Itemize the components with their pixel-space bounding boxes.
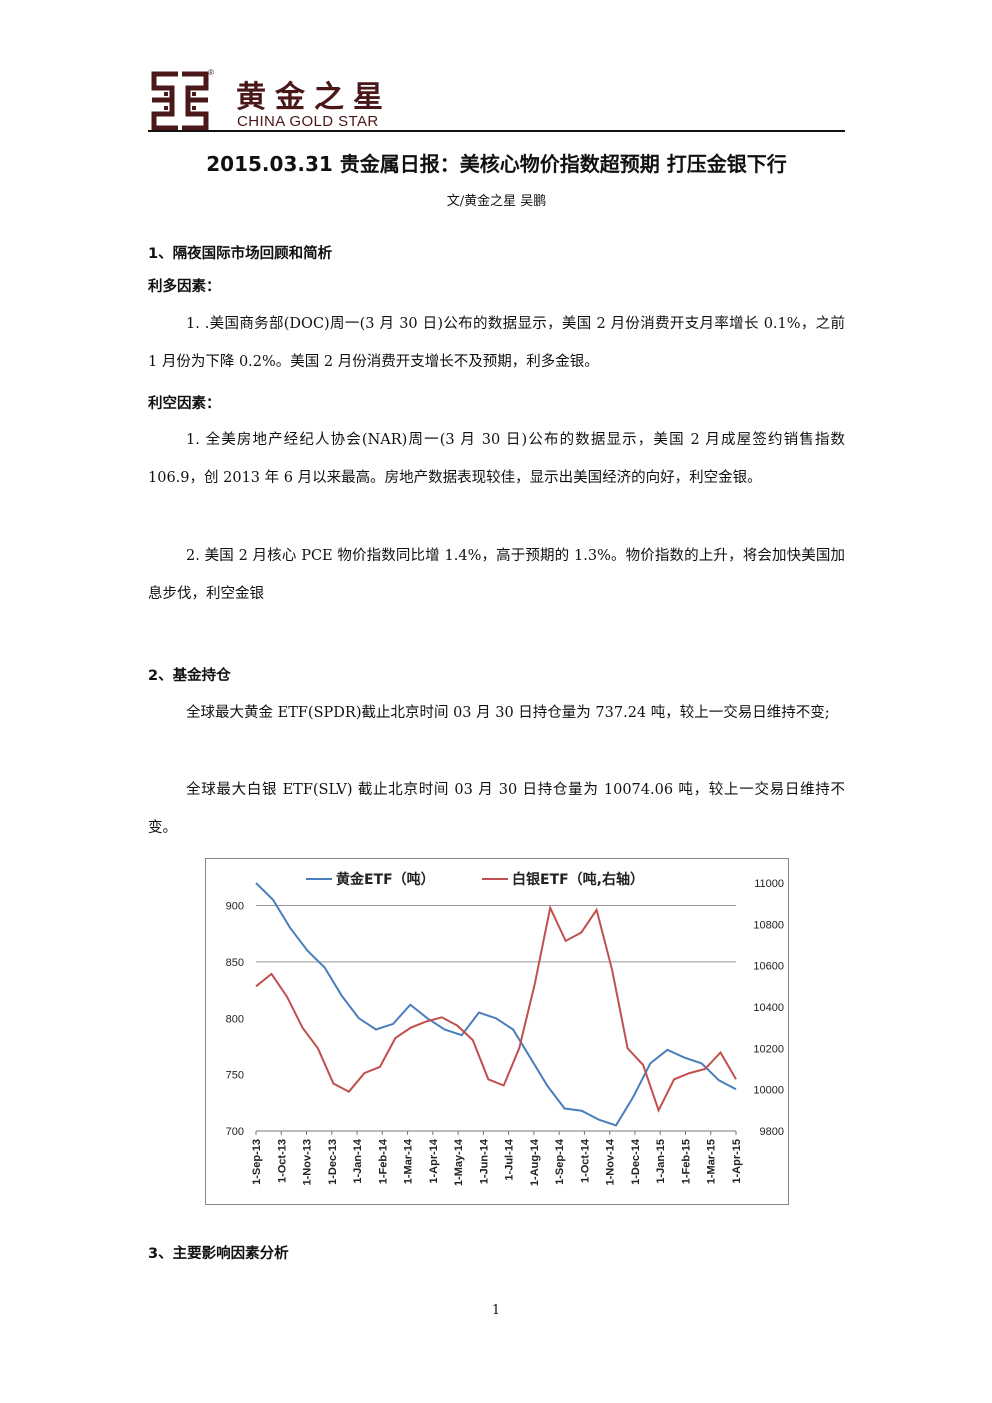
- x-axis-tick-label: 1-Mar-15: [706, 1139, 718, 1184]
- x-axis-tick-label: 1-Dec-13: [327, 1139, 339, 1185]
- x-axis-tick-label: 1-Mar-14: [403, 1138, 415, 1184]
- series-line-0: [255, 882, 737, 1127]
- brand-name-en: CHINA GOLD STAR: [237, 113, 379, 130]
- bear-factors-heading: 利空因素：: [148, 396, 221, 412]
- x-axis-tick-label: 1-Jan-14: [352, 1138, 364, 1184]
- right-axis-tick-label: 10800: [753, 919, 784, 931]
- x-axis-tick-label: 1-Apr-14: [428, 1138, 440, 1184]
- left-axis-tick-label: 700: [226, 1126, 244, 1138]
- x-axis-tick-label: 1-Oct-14: [579, 1138, 591, 1183]
- left-axis-tick-label: 750: [226, 1070, 244, 1082]
- brand-name-cn: 黄金之星: [236, 80, 392, 115]
- left-axis-tick-label: 850: [226, 957, 244, 969]
- x-axis-tick-label: 1-Aug-14: [529, 1138, 541, 1186]
- right-axis-tick-label: 10600: [753, 961, 784, 973]
- section-1-heading: 1、隔夜国际市场回顾和简析: [148, 246, 333, 262]
- byline: 文/黄金之星 吴鹏: [446, 194, 547, 209]
- report-title: 2015.03.31 贵金属日报：美核心物价指数超预期 打压金银下行: [206, 152, 787, 176]
- etf-holdings-chart: 700 750 800 850 900 9800 10000 10200 10400 10600…: [205, 858, 789, 1205]
- bear-factor-2: 2. 美国 2 月核心 PCE 物价指数同比增 1.4%，高于预期的 1.3%。…: [148, 548, 845, 602]
- section-2-heading: 2、基金持仓: [148, 668, 231, 684]
- right-axis-tick-label: 10000: [753, 1085, 784, 1097]
- x-axis-tick-label: 1-Nov-14: [605, 1138, 617, 1185]
- page-number: 1: [491, 1303, 501, 1318]
- right-axis-tick-label: 10400: [753, 1002, 784, 1014]
- left-axis-tick-label: 900: [226, 901, 244, 913]
- header-divider: [148, 130, 845, 132]
- registered-mark: ®: [208, 68, 214, 77]
- left-axis-tick-label: 800: [226, 1013, 244, 1025]
- gold-etf-holding: 全球最大黄金 ETF(SPDR)截止北京时间 03 月 30 日持仓量为 737…: [186, 705, 830, 721]
- x-axis-tick-label: 1-Jun-14: [478, 1138, 490, 1184]
- x-axis-tick-label: 1-Jul-14: [504, 1138, 516, 1180]
- x-axis-tick-label: 1-Sep-13: [251, 1139, 263, 1185]
- series-line-1: [255, 904, 737, 1113]
- etf-holdings-chart-svg: 700 750 800 850 900 9800 10000 10200 10400 10600…: [226, 871, 784, 1186]
- bull-factors-heading: 利多因素：: [148, 279, 221, 295]
- bull-factor-1: 1. .美国商务部(DOC)周一(3 月 30 日)公布的数据显示，美国 2 月…: [148, 316, 845, 370]
- x-axis-tick-label: 1-Nov-13: [302, 1139, 314, 1185]
- x-axis-tick-label: 1-Dec-14: [630, 1138, 642, 1185]
- x-axis-tick-label: 1-Feb-15: [680, 1139, 692, 1184]
- legend-label-1: 白银ETF（吨,右轴）: [512, 871, 644, 888]
- x-axis-tick-label: 1-Feb-14: [377, 1138, 389, 1184]
- legend-label-0: 黄金ETF（吨）: [336, 871, 435, 888]
- section-3-heading: 3、主要影响因素分析: [148, 1246, 289, 1262]
- x-axis-tick-label: 1-Apr-15: [731, 1139, 743, 1184]
- right-axis-tick-label: 11000: [754, 878, 784, 890]
- bear-factor-1: 1. 全美房地产经纪人协会(NAR)周一(3 月 30 日)公布的数据显示，美国…: [148, 432, 845, 486]
- x-axis-tick-label: 1-Oct-13: [276, 1139, 288, 1183]
- silver-etf-holding: 全球最大白银 ETF(SLV) 截止北京时间 03 月 30 日持仓量为 100…: [148, 782, 845, 836]
- china-gold-star-logo-icon: [151, 71, 209, 131]
- x-axis-tick-label: 1-Sep-14: [554, 1138, 566, 1185]
- x-axis-tick-label: 1-May-14: [453, 1138, 465, 1186]
- right-axis-tick-label: 10200: [753, 1043, 784, 1055]
- x-axis-tick-label: 1-Jan-15: [655, 1139, 667, 1184]
- right-axis-tick-label: 9800: [760, 1126, 784, 1138]
